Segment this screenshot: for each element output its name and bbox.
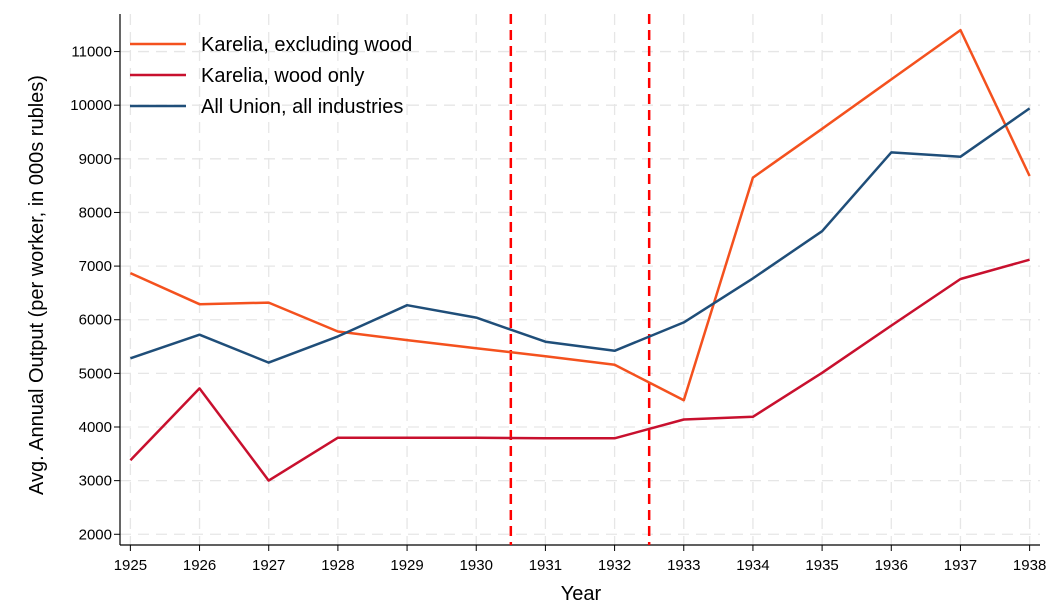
x-tick-label: 1927 <box>252 557 285 574</box>
reference-lines <box>509 14 651 545</box>
x-tick-label: 1938 <box>1013 557 1046 574</box>
x-tick-label: 1925 <box>114 557 147 574</box>
x-tick-label: 1936 <box>875 557 908 574</box>
y-ticks: 2000 3000 4000 5000 6000 7000 8000 9000 10000 110… <box>70 44 120 543</box>
y-tick-label: 4000 <box>79 419 112 436</box>
y-axis-title: Avg. Annual Output (per worker, in 000s … <box>26 75 48 495</box>
grid <box>120 14 1040 545</box>
x-tick-label: 1928 <box>321 557 354 574</box>
y-tick-label: 8000 <box>79 204 112 221</box>
x-tick-label: 1930 <box>460 557 493 574</box>
series-lines <box>129 28 1031 482</box>
x-tick-label: 1934 <box>736 557 769 574</box>
legend: Karelia, excluding wood Karelia, wood on… <box>130 34 412 118</box>
x-tick-label: 1929 <box>390 557 423 574</box>
x-ticks: 1925 1926 1927 1928 1929 1930 1931 1932 1933 1934… <box>114 545 1046 574</box>
y-tick-label: 6000 <box>79 312 112 329</box>
y-tick-label: 3000 <box>79 473 112 490</box>
x-tick-label: 1926 <box>183 557 216 574</box>
legend-label-karelia-excluding-wood: Karelia, excluding wood <box>201 34 412 56</box>
x-tick-label: 1931 <box>529 557 562 574</box>
y-tick-label: 9000 <box>79 151 112 168</box>
series-line-1 <box>129 258 1030 482</box>
y-tick-label: 11000 <box>71 44 112 61</box>
x-tick-label: 1935 <box>805 557 838 574</box>
x-axis-title: Year <box>561 583 602 605</box>
legend-label-karelia-wood-only: Karelia, wood only <box>201 65 364 87</box>
y-tick-label: 5000 <box>79 365 112 382</box>
x-tick-label: 1932 <box>598 557 631 574</box>
y-tick-label: 10000 <box>70 97 112 114</box>
axes <box>119 14 1040 546</box>
x-tick-label: 1933 <box>667 557 700 574</box>
y-tick-label: 7000 <box>79 258 112 275</box>
series-line-0 <box>129 28 1031 402</box>
y-tick-label: 2000 <box>79 526 112 543</box>
legend-label-all-union: All Union, all industries <box>201 96 403 118</box>
series-line-2 <box>129 107 1031 364</box>
x-tick-label: 1937 <box>944 557 977 574</box>
